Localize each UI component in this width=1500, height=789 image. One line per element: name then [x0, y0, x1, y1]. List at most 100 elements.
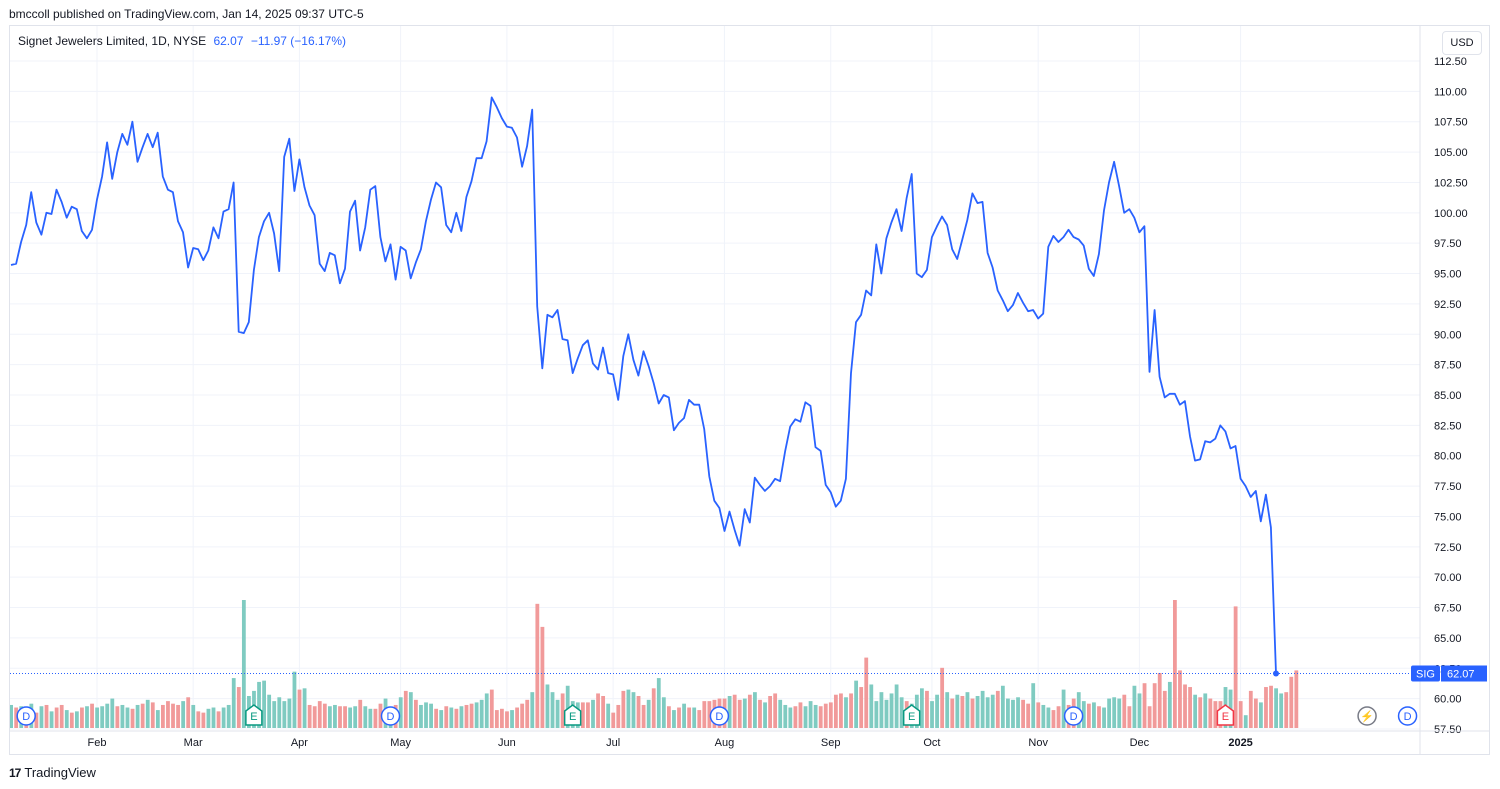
marker-label: E: [1222, 711, 1229, 723]
volume-bar: [520, 703, 525, 728]
volume-bar: [474, 702, 479, 728]
price-line: [10, 96, 1277, 674]
volume-bar: [171, 703, 175, 728]
last-price-badge: [1441, 665, 1487, 682]
earnings-marker-icon[interactable]: E: [563, 704, 582, 726]
y-tick-label: 110.00: [1434, 86, 1467, 98]
volume-bar: [672, 710, 676, 728]
volume-bar: [1203, 693, 1208, 728]
volume-bar: [10, 704, 13, 728]
volume-bar: [682, 703, 686, 728]
volume-bar: [621, 690, 626, 728]
volume-bar: [540, 626, 545, 728]
volume-bar: [611, 712, 616, 728]
volume-bar: [115, 706, 120, 728]
marker-label: E: [250, 711, 257, 723]
tradingview-brand[interactable]: 17 TradingView: [9, 765, 96, 780]
y-tick-label: 80.00: [1434, 451, 1462, 463]
dividend-marker-icon[interactable]: D: [1397, 706, 1418, 726]
volume-bar: [535, 603, 540, 728]
volume-bar: [297, 689, 302, 728]
volume-bar: [1264, 687, 1268, 728]
marker-circle: [709, 706, 730, 726]
legend-symbol[interactable]: Signet Jewelers Limited, 1D, NYSE: [18, 34, 207, 48]
dividend-marker-icon[interactable]: D: [1063, 706, 1084, 726]
volume-bar: [166, 701, 170, 728]
volume-bar: [606, 703, 611, 728]
volume-bar: [808, 701, 813, 728]
volume-bar: [1112, 697, 1117, 728]
volume-bar: [859, 687, 864, 728]
volume-bar: [545, 684, 550, 728]
volume-bar: [327, 706, 332, 728]
volume-bar: [930, 701, 934, 728]
volume-bar: [580, 702, 585, 728]
volume-bar: [727, 696, 732, 728]
volume-bar: [697, 710, 702, 728]
event-marker-icon[interactable]: ⚡: [1357, 706, 1377, 726]
dividend-marker-icon[interactable]: D: [380, 706, 401, 726]
volume-bar: [565, 685, 570, 728]
x-tick-label: Jun: [498, 737, 516, 749]
volume-bar: [631, 692, 636, 728]
dividend-marker-icon[interactable]: D: [16, 706, 36, 726]
legend-last-price: 62.07: [213, 34, 244, 48]
volume-bar: [945, 692, 950, 728]
volume-bar: [287, 698, 292, 728]
volume-bar: [828, 702, 833, 728]
volume-bar: [1051, 710, 1056, 728]
volume-bar: [1127, 706, 1132, 728]
volume-bar: [130, 708, 135, 728]
earnings-marker-icon[interactable]: E: [245, 704, 263, 726]
y-tick-label: 60.00: [1434, 694, 1462, 706]
volume-bar: [95, 707, 100, 728]
currency-button[interactable]: USD: [1442, 31, 1482, 55]
volume-bar: [596, 693, 600, 728]
volume-bar: [1081, 701, 1086, 728]
chart-frame[interactable]: 57.5060.0062.5065.0067.5070.0072.5075.00…: [9, 25, 1490, 755]
volume-bar: [439, 710, 444, 728]
earnings-marker-icon[interactable]: E: [902, 704, 921, 726]
volume-bar: [788, 707, 793, 728]
marker-label: D: [1404, 711, 1412, 723]
volume-bar: [510, 710, 514, 728]
volume-bar: [155, 710, 160, 728]
volume-bar: [368, 708, 373, 728]
y-tick-label: 97.50: [1434, 238, 1462, 250]
volume-bar: [105, 703, 110, 728]
marker-circle: [1063, 706, 1084, 726]
earnings-marker-shape: [563, 704, 582, 726]
volume-bar: [135, 704, 140, 728]
volume-bar: [408, 692, 413, 728]
volume-bar: [586, 702, 590, 728]
volume-bar: [1056, 706, 1061, 728]
volume-bar: [1031, 683, 1036, 728]
volume-bar: [44, 704, 49, 728]
price-chart[interactable]: 57.5060.0062.5065.0067.5070.0072.5075.00…: [10, 26, 1489, 754]
dividend-marker-icon[interactable]: D: [709, 706, 730, 726]
volume-bar: [74, 711, 79, 728]
x-tick-label: Dec: [1130, 737, 1150, 749]
marker-circle: [16, 706, 36, 726]
y-tick-label: 67.50: [1434, 603, 1462, 615]
volume-bar: [555, 699, 560, 728]
volume-bar: [343, 706, 347, 728]
volume-bar: [257, 681, 261, 728]
volume-bar: [1233, 606, 1238, 728]
marker-circle: [1397, 706, 1418, 726]
volume-bar: [1198, 697, 1203, 728]
x-tick-label: Oct: [923, 737, 940, 749]
volume-bar: [960, 696, 965, 728]
y-tick-label: 72.50: [1434, 542, 1462, 554]
volume-bar: [889, 693, 894, 728]
volume-bar: [813, 704, 818, 728]
volume-bar: [823, 703, 828, 728]
earnings-marker-icon[interactable]: E: [1216, 704, 1235, 726]
volume-bar: [353, 706, 358, 728]
volume-bar: [489, 689, 494, 728]
volume-bar: [434, 708, 439, 728]
volume-bar: [656, 678, 661, 728]
y-tick-label: 85.00: [1434, 390, 1462, 402]
volume-bar: [591, 699, 595, 728]
volume-bar: [778, 699, 783, 728]
